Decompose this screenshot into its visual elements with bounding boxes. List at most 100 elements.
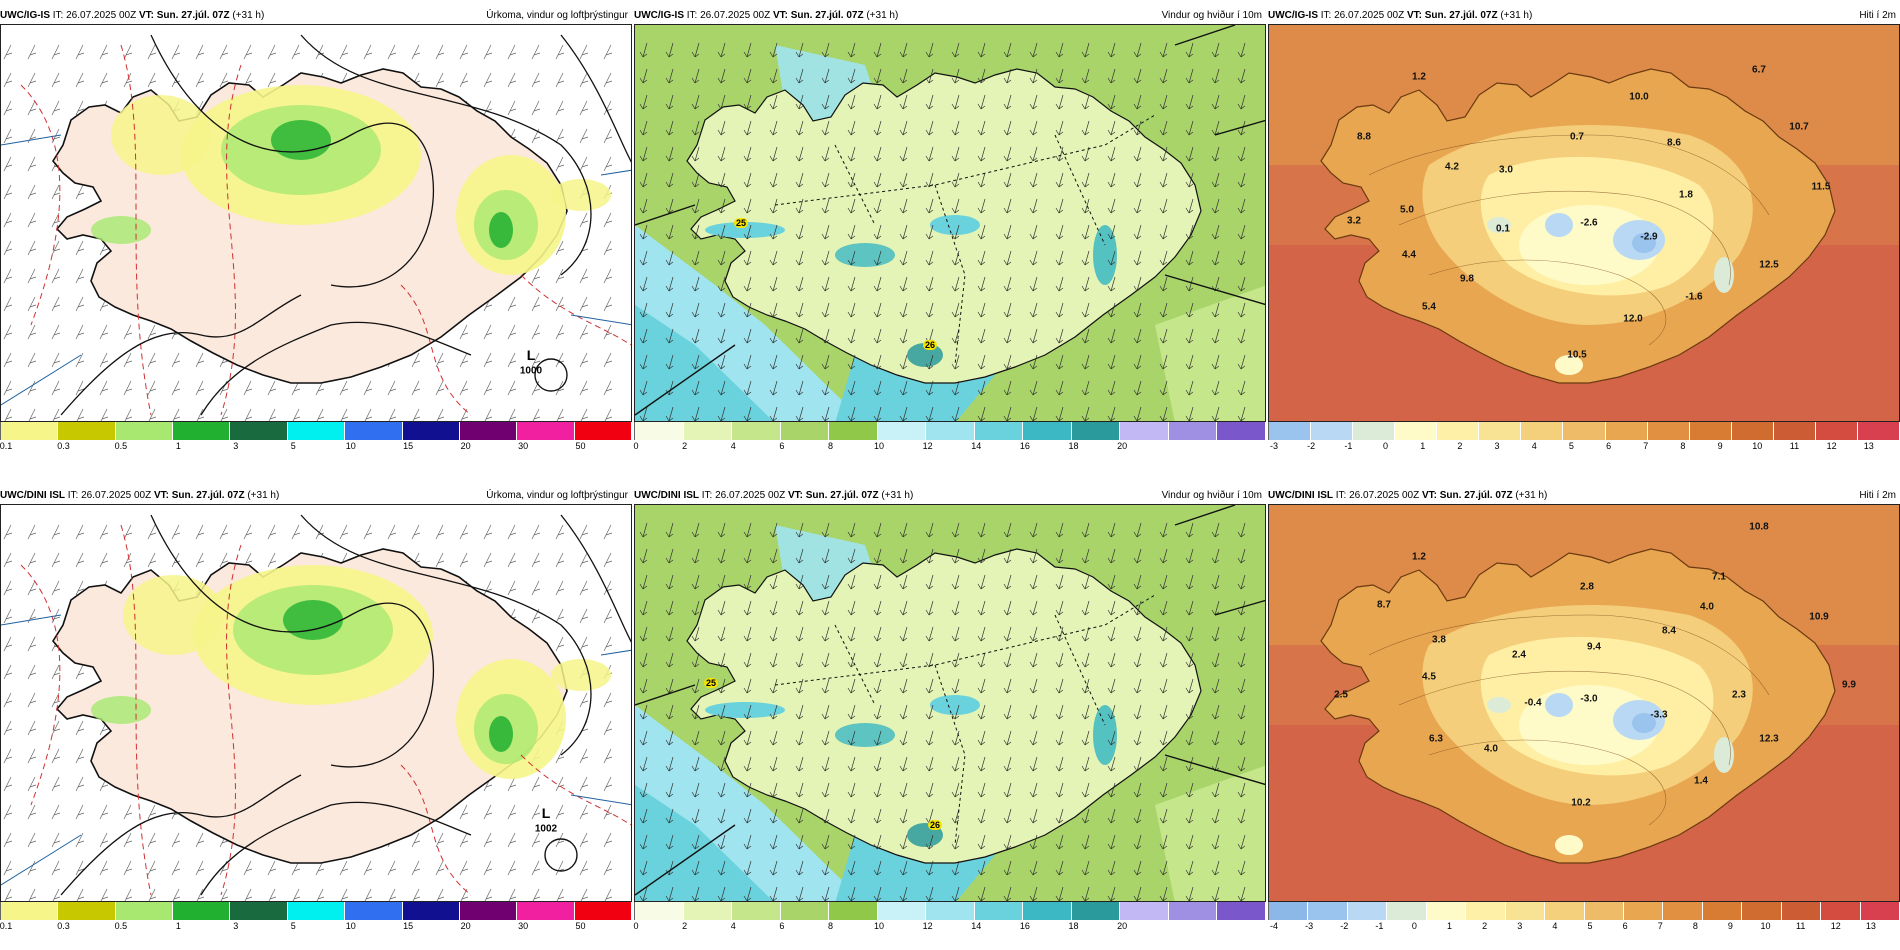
temperature-value: 10.0 [1629,91,1649,103]
valid-time-label: VT: [787,490,803,501]
legend-swatch [230,422,288,440]
legend-tick: 14 [971,921,982,931]
temperature-value: 10.9 [1809,611,1829,623]
temperature-value: 12.5 [1759,259,1779,271]
panel-header: UWC/IG-IS IT: 26.07.2025 00Z VT: Sun. 27… [0,8,632,24]
precip-panel: UWC/IG-IS IT: 26.07.2025 00Z VT: Sun. 27… [0,8,632,458]
legend-tick: 10 [1760,921,1771,931]
forecast-offset: (+31 h) [881,490,914,501]
legend-swatch [877,422,927,440]
legend-swatch [780,902,830,920]
legend-swatch [1781,902,1822,920]
legend-swatch [1395,422,1438,440]
init-time-label: IT: [701,490,713,501]
legend-swatch [732,422,781,440]
legend-tick: 11 [1795,921,1806,931]
temperature-map [1269,25,1899,421]
legend-tick: 9 [1717,441,1723,451]
color-legend [1268,902,1900,920]
legend-swatch [1584,902,1624,920]
legend-tick: 12 [922,921,933,931]
init-time: 26.07.2025 00Z [700,10,771,21]
forecast-offset: (+31 h) [232,10,265,21]
legend-tick: 12 [1830,921,1841,931]
legend-swatch [926,902,975,920]
region-borders [774,594,1156,846]
legend-swatch [926,422,975,440]
legend-swatch [1023,902,1072,920]
legend-tick: 18 [1068,441,1079,451]
init-time: 26.07.2025 00Z [715,490,786,501]
legend-swatch [683,902,733,920]
panel-header: UWC/DINI ISL IT: 26.07.2025 00Z VT: Sun.… [0,488,632,504]
legend-swatch [877,902,927,920]
legend-tick: 10 [1752,441,1763,451]
color-legend [0,902,632,920]
temperature-value: 4.5 [1422,671,1436,683]
legend-tick: 4 [730,441,736,451]
product-title: Úrkoma, vindur og loftþrýstingur [486,490,628,501]
legend-swatch [1120,902,1169,920]
legend-swatch [732,902,781,920]
legend-swatch [115,902,174,920]
legend-swatch [1521,422,1564,440]
legend-swatch [1742,902,1782,920]
precipitation-map [1,25,631,421]
legend-swatch [1217,422,1266,440]
wind-panel: UWC/DINI ISL IT: 26.07.2025 00Z VT: Sun.… [633,488,1266,938]
map-area: L 1002 [0,504,632,902]
legend-tick: 12 [1826,441,1837,451]
temperature-value: 7.1 [1712,571,1726,583]
low-pressure-value: 1000 [519,365,543,377]
panel-header: UWC/IG-IS IT: 26.07.2025 00Z VT: Sun. 27… [634,8,1266,24]
valid-time: Sun. 27.júl. 07Z [156,10,230,21]
valid-time: Sun. 27.júl. 07Z [805,490,879,501]
legend-tick: 1 [175,441,181,451]
legend-tick: 5 [1587,921,1593,931]
legend-swatch [1466,902,1506,920]
forecast-offset: (+31 h) [247,490,280,501]
temperature-isotherms [20,44,631,416]
gust-label: 26 [922,340,938,350]
legend-tick: 2 [682,921,688,931]
temperature-value: -1.6 [1685,291,1703,303]
temperature-map [1269,505,1899,901]
temperature-value: 8.4 [1662,625,1676,637]
temperature-value: 10.8 [1749,521,1769,533]
legend-swatch [1217,902,1266,920]
legend-tick: 20 [1117,441,1128,451]
region-borders [774,114,1156,366]
legend-tick: 0 [1383,441,1389,451]
low-pressure-value: 1002 [534,823,558,835]
legend-swatch [1308,902,1348,920]
legend-tick: 3 [233,921,239,931]
temp-panel: UWC/IG-IS IT: 26.07.2025 00Z VT: Sun. 27… [1268,8,1900,458]
temperature-value: -3.0 [1580,693,1598,705]
legend-tick: 30 [518,441,529,451]
legend-ticks: -3 -2 -1 0 1 2 3 4 5 6 7 8 9 10 11 12 13 [1268,440,1900,454]
legend-tick: 11 [1789,441,1800,451]
color-legend [0,422,632,440]
temperature-value: 1.2 [1412,551,1426,563]
init-time-label: IT: [1335,490,1347,501]
legend-tick: 6 [1622,921,1628,931]
precip-panel: UWC/DINI ISL IT: 26.07.2025 00Z VT: Sun.… [0,488,632,938]
legend-tick: 0 [633,921,639,931]
legend-swatch [1479,422,1522,440]
init-time: 26.07.2025 00Z [81,490,152,501]
product-title: Vindur og hviður í 10m [1161,490,1262,501]
temperature-value: 12.3 [1759,733,1779,745]
legend-swatch [1168,422,1218,440]
product-title: Hiti í 2m [1859,10,1896,21]
temperature-value: 5.4 [1422,301,1436,313]
temperature-value: 5.0 [1400,204,1414,216]
legend-swatch [1387,902,1427,920]
legend-swatch [517,422,575,440]
legend-tick: 1 [1447,921,1453,931]
legend-tick: 14 [971,441,982,451]
legend-swatch [402,422,460,440]
legend-tick: 16 [1019,441,1030,451]
legend-swatch [780,422,830,440]
temperature-value: 1.4 [1694,775,1708,787]
legend-tick: 1 [1420,441,1426,451]
